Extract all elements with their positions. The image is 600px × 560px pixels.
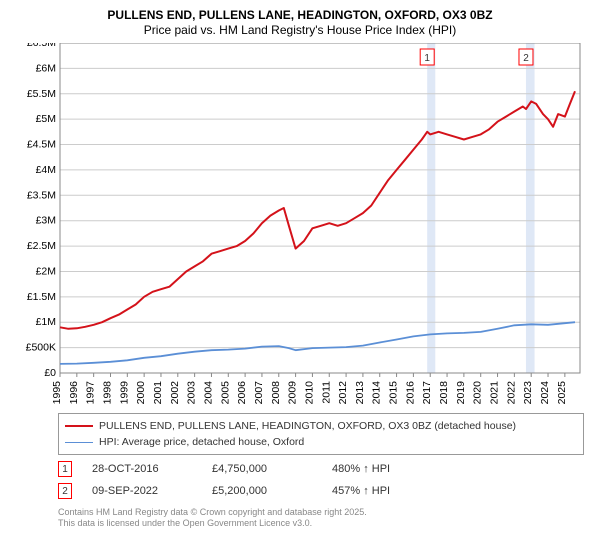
- footer-line: Contains HM Land Registry data © Crown c…: [58, 507, 590, 518]
- event-price: £4,750,000: [212, 463, 312, 475]
- svg-text:2012: 2012: [337, 381, 349, 405]
- svg-text:£2.5M: £2.5M: [27, 240, 56, 252]
- svg-text:1995: 1995: [51, 381, 63, 405]
- svg-text:2013: 2013: [354, 381, 366, 405]
- svg-text:£6M: £6M: [36, 62, 56, 74]
- legend: PULLENS END, PULLENS LANE, HEADINGTON, O…: [58, 413, 584, 455]
- svg-text:£3M: £3M: [36, 215, 56, 227]
- svg-text:2015: 2015: [388, 381, 400, 405]
- svg-text:1998: 1998: [101, 381, 113, 405]
- svg-text:£6.5M: £6.5M: [27, 43, 56, 49]
- svg-text:2011: 2011: [320, 381, 332, 404]
- svg-text:2002: 2002: [169, 381, 181, 405]
- svg-text:£3.5M: £3.5M: [27, 189, 56, 201]
- svg-text:£4.5M: £4.5M: [27, 139, 56, 151]
- svg-text:£500K: £500K: [26, 342, 56, 354]
- svg-text:2009: 2009: [287, 381, 299, 405]
- svg-text:2000: 2000: [135, 381, 147, 405]
- svg-text:2010: 2010: [303, 381, 315, 405]
- svg-text:2019: 2019: [455, 381, 467, 405]
- legend-swatch: [65, 425, 93, 427]
- legend-label: HPI: Average price, detached house, Oxfo…: [99, 436, 304, 448]
- svg-text:2025: 2025: [556, 381, 568, 405]
- event-price: £5,200,000: [212, 485, 312, 497]
- chart-titles: PULLENS END, PULLENS LANE, HEADINGTON, O…: [10, 8, 590, 37]
- legend-item: HPI: Average price, detached house, Oxfo…: [65, 434, 577, 450]
- svg-text:1999: 1999: [118, 381, 130, 405]
- event-date: 09-SEP-2022: [92, 485, 192, 497]
- svg-text:2018: 2018: [438, 381, 450, 405]
- svg-text:2023: 2023: [522, 381, 534, 405]
- svg-text:2007: 2007: [253, 381, 265, 405]
- chart-plot: £0 £500K £1M £1.5M £2M £2.5M £3M £3.5M £4M £4.5M £…: [10, 43, 590, 405]
- svg-text:1996: 1996: [68, 381, 80, 405]
- svg-text:2014: 2014: [371, 381, 383, 405]
- svg-text:2017: 2017: [421, 381, 433, 405]
- event-marker: 1: [58, 461, 72, 477]
- svg-text:2022: 2022: [505, 381, 517, 405]
- event-pct: 457% ↑ HPI: [332, 485, 432, 497]
- svg-text:2001: 2001: [152, 381, 164, 405]
- svg-text:2008: 2008: [270, 381, 282, 405]
- svg-text:£5M: £5M: [36, 113, 56, 125]
- svg-text:2005: 2005: [219, 381, 231, 405]
- svg-text:2004: 2004: [202, 381, 214, 405]
- legend-swatch: [65, 442, 93, 443]
- chart-container: PULLENS END, PULLENS LANE, HEADINGTON, O…: [0, 0, 600, 560]
- legend-label: PULLENS END, PULLENS LANE, HEADINGTON, O…: [99, 420, 516, 432]
- svg-text:£1.5M: £1.5M: [27, 291, 56, 303]
- svg-text:2016: 2016: [404, 381, 416, 405]
- svg-text:2021: 2021: [489, 381, 501, 405]
- svg-text:£1M: £1M: [36, 316, 56, 328]
- event-date: 28-OCT-2016: [92, 463, 192, 475]
- svg-text:1997: 1997: [85, 381, 97, 405]
- svg-text:2006: 2006: [236, 381, 248, 405]
- event-row: 2 09-SEP-2022 £5,200,000 457% ↑ HPI: [58, 483, 590, 499]
- event-row: 1 28-OCT-2016 £4,750,000 480% ↑ HPI: [58, 461, 590, 477]
- legend-item: PULLENS END, PULLENS LANE, HEADINGTON, O…: [65, 418, 577, 434]
- chart-svg: £0 £500K £1M £1.5M £2M £2.5M £3M £3.5M £4M £4.5M £…: [10, 43, 590, 405]
- footer-line: This data is licensed under the Open Gov…: [58, 518, 590, 529]
- svg-text:2003: 2003: [186, 381, 198, 405]
- svg-text:£2M: £2M: [36, 265, 56, 277]
- event-marker: 2: [58, 483, 72, 499]
- svg-text:2: 2: [523, 53, 529, 64]
- title-sub: Price paid vs. HM Land Registry's House …: [10, 23, 590, 37]
- footer: Contains HM Land Registry data © Crown c…: [58, 507, 590, 530]
- svg-text:2024: 2024: [539, 381, 551, 405]
- svg-text:1: 1: [424, 53, 430, 64]
- svg-text:£4M: £4M: [36, 164, 56, 176]
- svg-text:2020: 2020: [472, 381, 484, 405]
- event-pct: 480% ↑ HPI: [332, 463, 432, 475]
- svg-text:£5.5M: £5.5M: [27, 88, 56, 100]
- svg-text:£0: £0: [44, 367, 56, 379]
- title-main: PULLENS END, PULLENS LANE, HEADINGTON, O…: [10, 8, 590, 22]
